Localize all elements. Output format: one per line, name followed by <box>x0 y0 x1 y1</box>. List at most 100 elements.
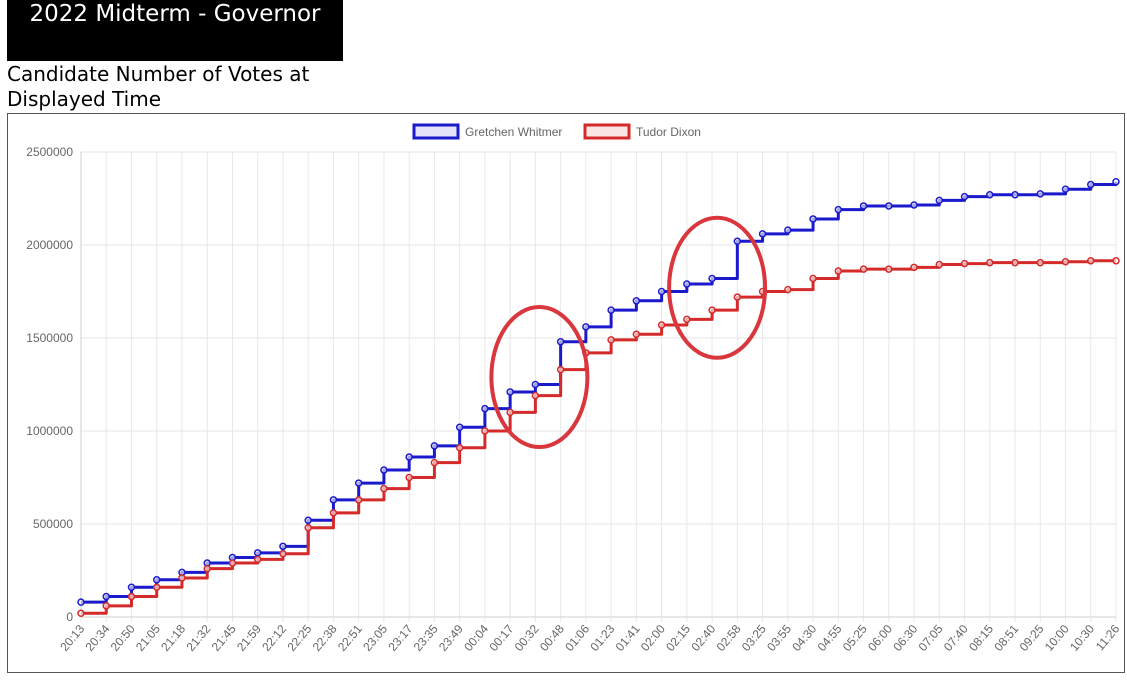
data-point[interactable] <box>1036 258 1045 267</box>
y-tick-label: 2500000 <box>26 145 73 159</box>
data-point[interactable] <box>657 321 666 329</box>
data-point[interactable] <box>430 458 439 467</box>
data-point[interactable] <box>481 404 489 413</box>
data-point[interactable] <box>834 205 843 214</box>
data-point[interactable] <box>152 576 161 584</box>
data-point[interactable] <box>683 280 691 288</box>
data-point[interactable] <box>1087 180 1095 189</box>
data-point[interactable] <box>279 550 287 558</box>
data-point[interactable] <box>127 592 136 601</box>
data-point[interactable] <box>405 453 413 461</box>
data-point[interactable] <box>935 260 944 269</box>
series-layer <box>77 178 1120 618</box>
data-point[interactable] <box>405 473 413 482</box>
data-point[interactable] <box>1011 191 1019 199</box>
data-point[interactable] <box>834 267 843 275</box>
x-tick-label: 23:49 <box>436 622 466 654</box>
data-point[interactable] <box>556 365 565 374</box>
data-point[interactable] <box>279 542 287 551</box>
data-point[interactable] <box>253 555 262 564</box>
data-point[interactable] <box>102 592 110 601</box>
data-point[interactable] <box>683 315 691 324</box>
data-point[interactable] <box>1061 185 1070 193</box>
data-point[interactable] <box>809 274 817 283</box>
data-point[interactable] <box>1061 257 1070 266</box>
legend-label[interactable]: Gretchen Whitmer <box>465 125 562 139</box>
data-point[interactable] <box>253 549 262 557</box>
data-point[interactable] <box>1036 190 1045 198</box>
data-point[interactable] <box>1011 258 1019 267</box>
data-point[interactable] <box>304 516 312 525</box>
data-point[interactable] <box>329 496 338 504</box>
data-point[interactable] <box>430 442 439 450</box>
data-point[interactable] <box>203 564 211 573</box>
data-point[interactable] <box>960 259 969 268</box>
data-point[interactable] <box>506 408 514 417</box>
data-point[interactable] <box>935 196 944 205</box>
x-tick-label: 02:40 <box>688 622 718 654</box>
data-point[interactable] <box>960 192 969 201</box>
data-point[interactable] <box>708 306 716 314</box>
data-point[interactable] <box>354 479 363 487</box>
data-point[interactable] <box>556 337 565 346</box>
data-point[interactable] <box>380 484 388 493</box>
data-point[interactable] <box>708 274 716 283</box>
x-tick-label: 20:50 <box>108 622 138 654</box>
y-tick-label: 500000 <box>33 517 73 531</box>
legend-label[interactable]: Tudor Dixon <box>636 125 701 139</box>
data-point[interactable] <box>758 230 767 238</box>
data-point[interactable] <box>304 523 312 532</box>
data-point[interactable] <box>531 391 540 400</box>
data-point[interactable] <box>784 226 792 234</box>
data-point[interactable] <box>354 496 363 504</box>
data-point[interactable] <box>329 509 338 517</box>
x-tick-label: 23:05 <box>360 622 390 654</box>
data-point[interactable] <box>657 287 666 296</box>
data-point[interactable] <box>77 598 85 606</box>
x-tick-label: 20:13 <box>57 622 87 654</box>
legend-swatch[interactable] <box>412 123 460 140</box>
data-point[interactable] <box>455 423 464 432</box>
data-point[interactable] <box>531 380 540 389</box>
data-point[interactable] <box>986 258 994 267</box>
data-point[interactable] <box>582 323 590 331</box>
x-tick-label: 00:48 <box>537 622 567 654</box>
data-point[interactable] <box>885 265 893 273</box>
data-point[interactable] <box>1087 257 1095 265</box>
data-point[interactable] <box>859 202 868 210</box>
data-point[interactable] <box>127 583 136 591</box>
data-point[interactable] <box>733 293 742 301</box>
data-point[interactable] <box>1112 257 1120 265</box>
data-point[interactable] <box>632 297 641 305</box>
x-tick-label: 21:05 <box>133 622 163 654</box>
x-tick-label: 07:05 <box>916 622 946 654</box>
data-point[interactable] <box>152 583 161 591</box>
data-point[interactable] <box>455 443 464 452</box>
data-point[interactable] <box>380 466 388 474</box>
x-tick-label: 22:25 <box>284 622 314 654</box>
data-point[interactable] <box>102 602 110 610</box>
data-point[interactable] <box>481 427 489 435</box>
data-point[interactable] <box>632 330 641 339</box>
data-point[interactable] <box>607 336 615 344</box>
data-point[interactable] <box>228 559 237 567</box>
series-line-dixon[interactable] <box>81 259 1116 615</box>
data-point[interactable] <box>910 263 918 272</box>
data-point[interactable] <box>859 265 868 273</box>
data-point[interactable] <box>77 609 85 618</box>
data-point[interactable] <box>809 215 817 223</box>
chart-frame: 0 500000 1000000 1500000 2000000 2500000 20:13… <box>7 113 1125 673</box>
data-point[interactable] <box>784 285 792 294</box>
data-point[interactable] <box>178 574 186 582</box>
data-point[interactable] <box>1112 178 1120 186</box>
data-point[interactable] <box>733 237 742 246</box>
data-point[interactable] <box>506 388 514 396</box>
data-point[interactable] <box>885 202 893 210</box>
legend[interactable]: Gretchen Whitmer Tudor Dixon <box>412 123 701 140</box>
data-point[interactable] <box>607 306 615 314</box>
data-point[interactable] <box>986 191 994 199</box>
legend-swatch[interactable] <box>583 123 631 140</box>
x-tick-label: 00:04 <box>461 622 491 654</box>
data-point[interactable] <box>910 201 918 209</box>
x-tick-label: 21:45 <box>209 622 239 654</box>
